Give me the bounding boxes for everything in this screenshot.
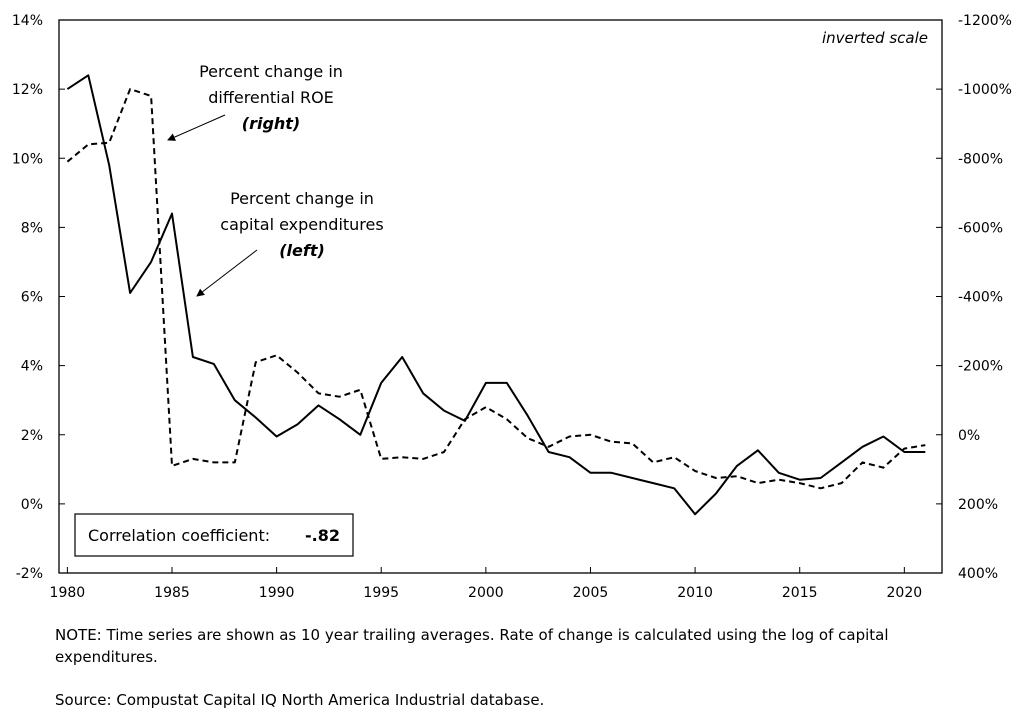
capex-annotation-arrow [196, 249, 258, 297]
series-layer [66, 74, 926, 516]
x-tick-label: 2015 [782, 585, 818, 600]
left-tick-label: 12% [12, 82, 43, 98]
x-tick-label: 2020 [887, 585, 923, 600]
left-axis: -2% 0% 2% 4% 6% 8% 10% 12% 14% [12, 13, 65, 582]
right-tick-label: -400% [958, 290, 1003, 306]
right-tick-label: 200% [958, 497, 998, 513]
left-tick-label: 2% [21, 428, 43, 444]
roe-annotation-line1: Percent change in [199, 62, 343, 81]
x-axis: 1980 1985 1990 1995 2000 2005 2010 2015 2020 [50, 567, 923, 600]
x-tick-label: 1995 [363, 585, 399, 600]
plot-area [58, 19, 943, 574]
left-tick-label: 0% [21, 497, 43, 513]
right-tick-label: -600% [958, 220, 1003, 236]
capex-annotation-line2: capital expenditures [220, 215, 383, 234]
right-tick-label: -800% [958, 151, 1003, 167]
inverted-scale-label: inverted scale [822, 29, 928, 47]
left-tick-label: 4% [21, 359, 43, 375]
correlation-label: Correlation coefficient: [88, 526, 270, 545]
series-line-differential-roe [66, 88, 926, 490]
left-tick-label: -2% [16, 566, 43, 582]
x-tick-label: 2000 [468, 585, 504, 600]
right-tick-label: -1200% [958, 13, 1012, 29]
roe-annotation-arrow [167, 114, 226, 141]
capex-annotation-line1: Percent change in [230, 189, 374, 208]
correlation-value: -.82 [305, 526, 340, 545]
right-tick-label: 400% [958, 566, 998, 582]
roe-annotation-line2: differential ROE [208, 88, 334, 107]
note-text: NOTE: Time series are shown as 10 year t… [55, 626, 889, 666]
series-line-capital-expenditures [66, 74, 926, 516]
correlation-box [74, 513, 354, 557]
x-tick-label: 1990 [259, 585, 295, 600]
right-tick-label: -1000% [958, 82, 1012, 98]
source-text: Source: Compustat Capital IQ North Ameri… [55, 691, 545, 709]
left-tick-label: 6% [21, 290, 43, 306]
right-tick-label: 0% [958, 428, 980, 444]
left-tick-label: 8% [21, 220, 43, 236]
right-tick-label: -200% [958, 359, 1003, 375]
x-tick-label: 1985 [154, 585, 190, 600]
line-chart: -2% 0% 2% 4% 6% 8% 10% 12% 14% 400% 200% 0% -200% -4… [12, 13, 1012, 600]
x-tick-label: 2005 [573, 585, 609, 600]
roe-annotation-line3: (right) [242, 114, 301, 133]
left-tick-label: 14% [12, 13, 43, 29]
capex-annotation-line3: (left) [279, 241, 325, 260]
x-tick-label: 1980 [50, 585, 86, 600]
right-axis: 400% 200% 0% -200% -400% -600% -800% -1000% -120… [936, 13, 1012, 582]
x-tick-label: 2010 [677, 585, 713, 600]
left-tick-label: 10% [12, 151, 43, 167]
